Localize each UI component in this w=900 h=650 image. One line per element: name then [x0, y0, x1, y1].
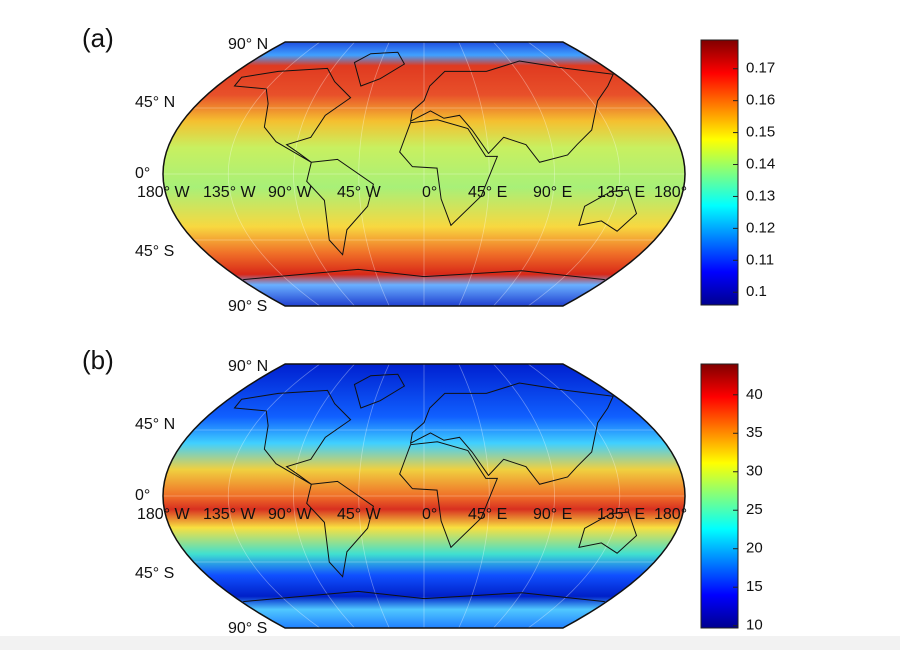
coastline [233, 67, 352, 163]
coastline [353, 51, 406, 87]
lat-label: 90° S [228, 620, 267, 637]
coastline [578, 189, 638, 232]
graticule [458, 363, 490, 629]
colorbar-tick-label: 40 [746, 386, 763, 403]
coastline [243, 590, 605, 603]
colorbar-tick-label: 30 [746, 463, 763, 480]
colorbar-tick-label: 35 [746, 424, 763, 441]
lon-label: 180° [654, 184, 687, 201]
colorbar-tick-label: 0.1 [746, 283, 767, 300]
coastline [233, 389, 352, 485]
lon-label: 45° W [337, 506, 382, 523]
colorbar-tick-label: 0.11 [746, 251, 774, 268]
map-panel [162, 363, 686, 629]
colorbar-tick-label: 20 [746, 540, 763, 557]
coastline [409, 60, 614, 163]
lat-label: 45° N [135, 94, 175, 111]
bottom-strip [0, 636, 900, 650]
colorbar-tick-label: 0.14 [746, 155, 775, 172]
lat-label: 45° S [135, 243, 174, 260]
graticule [458, 41, 490, 307]
lat-label: 0° [135, 165, 150, 182]
lon-label: 135° E [597, 184, 645, 201]
colorbar [700, 39, 739, 306]
lon-label: 135° W [203, 184, 257, 201]
coastline [353, 373, 406, 409]
colorbar-tick-label: 0.17 [746, 60, 775, 77]
lon-label: 45° E [468, 506, 507, 523]
lon-label: 135° W [203, 506, 257, 523]
coastline [306, 158, 374, 256]
graticule [293, 363, 355, 629]
lon-label: 135° E [597, 506, 645, 523]
lon-label: 90° E [533, 506, 572, 523]
coastline [306, 480, 374, 578]
coastline [243, 268, 605, 281]
panel-label: (a) [82, 23, 114, 53]
lon-label: 180° W [137, 506, 191, 523]
coastline [399, 119, 499, 227]
lat-label: 45° N [135, 416, 175, 433]
lon-label: 180° [654, 506, 687, 523]
colorbar-tick-label: 0.12 [746, 219, 775, 236]
graticule [527, 41, 621, 307]
coastline [409, 382, 614, 485]
map-panel [162, 41, 686, 307]
graticule [227, 363, 321, 629]
colorbar-tick-label: 25 [746, 501, 763, 518]
graticule [493, 363, 555, 629]
lat-label: 0° [135, 487, 150, 504]
graticule [227, 41, 321, 307]
map-fill [163, 364, 685, 628]
lon-label: 45° E [468, 184, 507, 201]
map-border [162, 41, 686, 307]
colorbar [700, 363, 739, 629]
coastline [578, 511, 638, 554]
map-fill [163, 42, 685, 306]
lat-label: 90° N [228, 358, 268, 375]
graticule [527, 363, 621, 629]
colorbar-tick-label: 0.13 [746, 187, 775, 204]
colorbar-tick-label: 0.15 [746, 124, 775, 141]
lon-label: 90° E [533, 184, 572, 201]
lon-label: 0° [422, 506, 437, 523]
coastline [399, 441, 499, 549]
colorbar-tick-label: 10 [746, 617, 763, 634]
colorbar-tick-label: 15 [746, 578, 763, 595]
lon-label: 90° W [268, 506, 313, 523]
lon-label: 0° [422, 184, 437, 201]
lat-label: 90° S [228, 298, 267, 315]
map-border [162, 363, 686, 629]
colorbar-tick-label: 0.16 [746, 92, 775, 109]
panel-label: (b) [82, 345, 114, 375]
lat-label: 90° N [228, 36, 268, 53]
lon-label: 180° W [137, 184, 191, 201]
lon-label: 45° W [337, 184, 382, 201]
lon-label: 90° W [268, 184, 313, 201]
lat-label: 45° S [135, 565, 174, 582]
graticule [493, 41, 555, 307]
graticule [293, 41, 355, 307]
